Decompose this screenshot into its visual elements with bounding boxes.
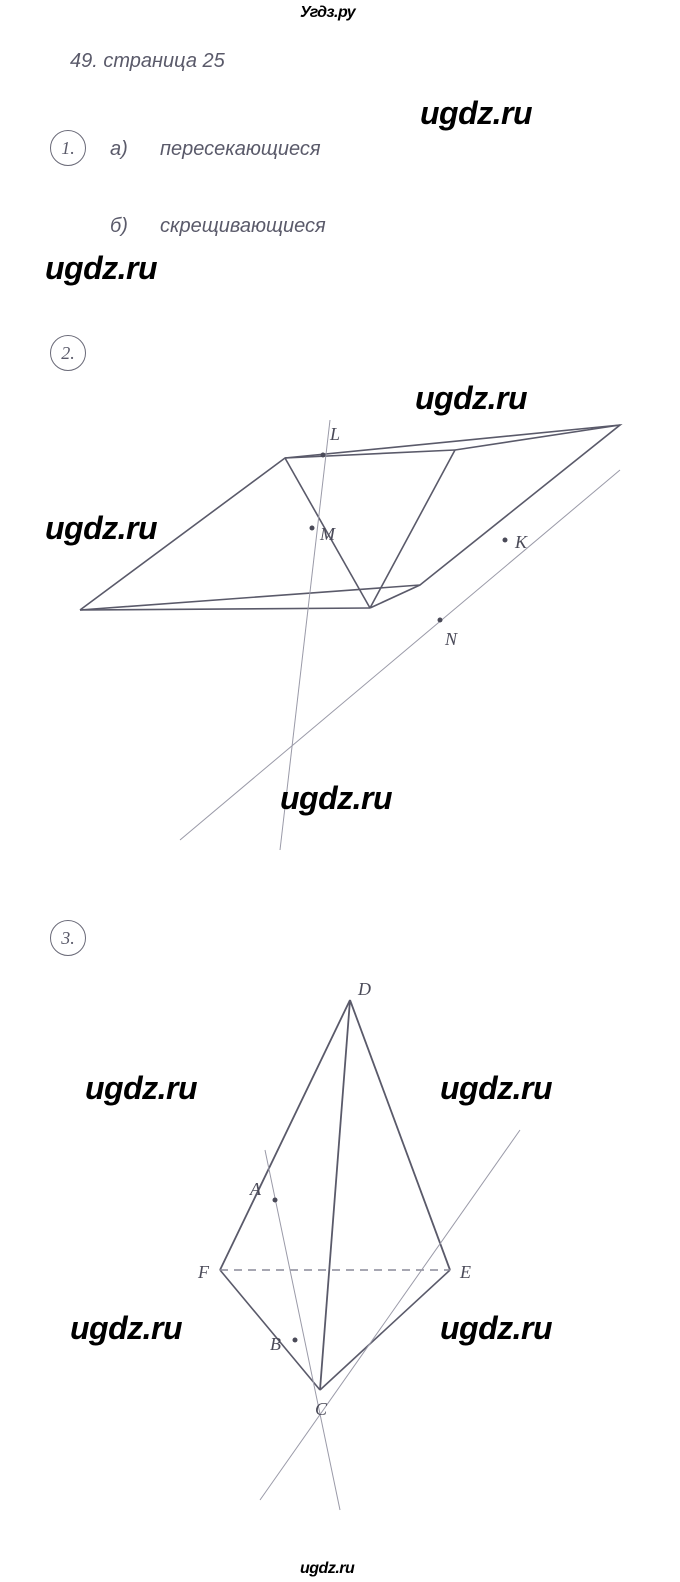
d2-point-l	[321, 453, 326, 458]
item1-number: 1.	[61, 138, 75, 159]
watermark-top: Угдз.ру	[300, 4, 355, 22]
d3-edge-de	[350, 1000, 450, 1270]
d2-edge-2	[80, 608, 370, 610]
item1-a-label: a)	[110, 138, 128, 161]
d3-edge-fc	[220, 1270, 320, 1390]
d2-edge-4	[285, 450, 455, 458]
d3-edge-df	[220, 1000, 350, 1270]
d2-label-n: N	[444, 629, 458, 649]
item2-number-circle: 2.	[50, 335, 86, 371]
d2-label-l: L	[329, 424, 340, 444]
watermark-bottom: ugdz.ru	[300, 1560, 354, 1578]
d3-label-c: C	[315, 1399, 328, 1419]
d2-point-k	[503, 538, 508, 543]
d2-label-m: M	[319, 524, 336, 544]
item3-number: 3.	[61, 928, 75, 949]
d3-label-f: F	[197, 1262, 210, 1282]
item1-a-text: пересекающиеся	[160, 138, 321, 161]
d3-thin-line-ab	[265, 1150, 340, 1510]
item1-b-text: скрещивающиеся	[160, 215, 326, 238]
d3-point-b	[293, 1338, 298, 1343]
d3-label-b: B	[270, 1334, 281, 1354]
item1-number-circle: 1.	[50, 130, 86, 166]
d3-label-e: E	[459, 1262, 471, 1282]
d2-edge-5	[455, 425, 620, 450]
watermark-1: ugdz.ru	[420, 95, 532, 132]
item1-b-label: б)	[110, 215, 128, 238]
watermark-5: ugdz.ru	[280, 780, 392, 817]
d3-edge-dc	[320, 1000, 350, 1390]
d2-edge-3	[370, 450, 455, 608]
d3-edge-ce	[320, 1270, 450, 1390]
watermark-2: ugdz.ru	[45, 250, 157, 287]
d2-point-n	[438, 618, 443, 623]
problem-header: 49. страница 25	[70, 50, 225, 73]
d2-point-m	[310, 526, 315, 531]
diagram-3: D A F E B C	[120, 970, 580, 1530]
d2-outer-quad	[80, 425, 620, 610]
d3-label-a: A	[249, 1179, 262, 1199]
item2-number: 2.	[61, 343, 75, 364]
d3-point-a	[273, 1198, 278, 1203]
item3-number-circle: 3.	[50, 920, 86, 956]
d2-thin-line-kn	[180, 470, 620, 840]
d3-label-d: D	[357, 979, 371, 999]
d2-label-k: K	[514, 532, 528, 552]
